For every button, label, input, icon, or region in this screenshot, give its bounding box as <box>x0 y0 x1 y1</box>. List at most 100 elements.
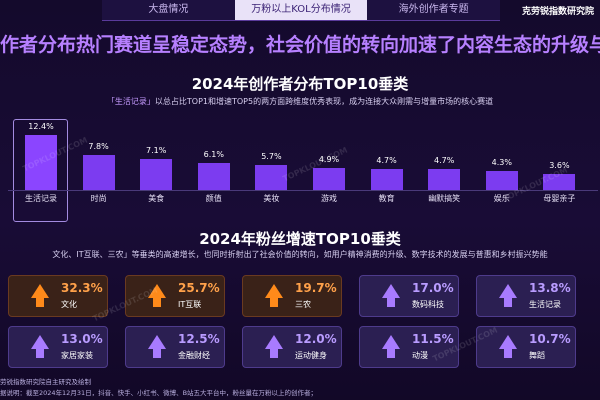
footer-source: 劳锐指数研究院自主研究及绘制 <box>0 378 91 386</box>
growth-card: 12.5% 金融财经 <box>125 326 225 368</box>
arrow-up-icon-stem <box>387 297 395 307</box>
arrow-up-icon-stem <box>387 348 395 358</box>
subtitle-text: 以总占比TOP1和增速TOP5的两方面跨维度优秀表现，成为连接大众刚需与增量市场… <box>154 97 494 106</box>
growth-category: 金融财经 <box>178 351 210 360</box>
growth-card: 13.8% 生活记录 <box>476 275 576 317</box>
growth-value: 17.0% <box>412 281 454 295</box>
arrow-up-icon-stem <box>270 297 278 307</box>
growth-value: 13.8% <box>529 281 571 295</box>
growth-card: 10.7% 舞蹈 <box>476 326 576 368</box>
arrow-up-icon-stem <box>504 297 512 307</box>
growth-category: 动漫 <box>412 351 428 360</box>
bar <box>197 162 230 190</box>
growth-value: 13.0% <box>61 332 103 346</box>
bar-value-label: 7.8% <box>88 142 109 152</box>
growth-value: 19.7% <box>295 281 337 295</box>
growth-card: 19.7% 三农 <box>242 275 342 317</box>
arrow-up-icon-stem <box>504 348 512 358</box>
bar-value-label: 4.7% <box>376 156 397 166</box>
arrow-up-icon <box>265 284 283 298</box>
growth-card: 17.0% 数码科技 <box>359 275 459 317</box>
growth-value: 25.7% <box>178 281 220 295</box>
growth-value: 11.5% <box>412 332 454 346</box>
arrow-up-icon <box>148 335 166 349</box>
arrow-up-icon <box>265 335 283 349</box>
bar-column: 12.4% 生活记录 <box>25 110 57 220</box>
bar <box>370 169 403 190</box>
arrow-up-icon <box>499 335 517 349</box>
arrow-up-icon-stem <box>36 348 44 358</box>
bar-value-label: 4.7% <box>434 156 455 166</box>
bar-column: 4.7% 教育 <box>370 110 403 220</box>
growth-card: 32.3% 文化 <box>8 275 108 317</box>
growth-category: 运动健身 <box>295 351 327 360</box>
top-tab-bar: 大盘情况 万粉以上KOL分布情况 海外创作者专题 <box>102 0 500 21</box>
bar-category-label: 幽默搞笑 <box>428 194 461 203</box>
bar-category-label: 教育 <box>378 194 395 203</box>
bar <box>485 170 518 190</box>
growth-value: 10.7% <box>529 332 571 346</box>
highlight-box <box>13 119 68 222</box>
bar-column: 5.7% 美妆 <box>255 110 288 220</box>
bar-category-label: 颜值 <box>205 194 222 203</box>
growth-category: 三农 <box>295 300 311 309</box>
creator-distribution-bar-chart: 12.4% 生活记录 7.8% 时尚 7.1% 美食 6.1% 颜值 5.7% 美妆 4.9% 游戏 4… <box>0 110 600 222</box>
footer-note: 据说明：截至2024年12月31日，抖音、快手、小红书、微博、B站五大平台中，粉… <box>0 389 318 397</box>
arrow-up-icon-stem <box>153 297 161 307</box>
bar-column: 3.6% 母婴亲子 <box>543 110 576 220</box>
bar <box>543 174 576 190</box>
bar-value-label: 7.1% <box>146 145 167 155</box>
page-headline: 作者分布热门赛道呈稳定态势，社会价值的转向加速了内容生态的升级与重构 <box>0 34 600 56</box>
tab-overseas-creators[interactable]: 海外创作者专题 <box>398 4 469 15</box>
growth-card: 12.0% 运动健身 <box>242 326 342 368</box>
tab-market-overview[interactable]: 大盘情况 <box>148 4 189 15</box>
section2-title: 2024年粉丝增速TOP10垂类 <box>199 230 401 248</box>
bar-category-label: 美食 <box>148 194 165 203</box>
bar-value-label: 5.7% <box>261 151 282 161</box>
growth-card: 25.7% IT互联 <box>125 275 225 317</box>
bar <box>82 155 115 190</box>
section1-title: 2024年创作者分布TOP10垂类 <box>191 75 409 93</box>
arrow-up-icon <box>31 284 49 298</box>
arrow-up-icon <box>148 284 166 298</box>
bar-category-label: 时尚 <box>90 194 107 203</box>
chart-baseline <box>8 190 598 191</box>
bar-column: 4.7% 幽默搞笑 <box>428 110 461 220</box>
bar <box>313 168 345 190</box>
growth-card: 13.0% 家居家装 <box>8 326 108 368</box>
tab-kol-distribution[interactable]: 万粉以上KOL分布情况 <box>234 0 368 20</box>
arrow-up-icon-stem <box>270 348 278 358</box>
bar-category-label: 母婴亲子 <box>543 194 576 203</box>
arrow-up-icon <box>382 284 400 298</box>
growth-category: IT互联 <box>178 300 202 309</box>
section2-subtitle: 文化、IT互联、三农」等垂类的高速增长，也同时折射出了社会价值的转向，如用户精神… <box>52 250 548 259</box>
bar-value-label: 12.4% <box>28 122 54 131</box>
growth-value: 12.5% <box>178 332 220 346</box>
bar-category-label: 生活记录 <box>25 194 57 203</box>
growth-category: 生活记录 <box>529 300 561 309</box>
bar-column: 4.9% 游戏 <box>313 110 345 220</box>
growth-cards-grid: 32.3% 文化 25.7% IT互联 19.7% 三农 17.0% 数码科技 13.8% 生活记… <box>0 273 600 373</box>
bar-column: 4.3% 娱乐 <box>485 110 518 220</box>
growth-card: 11.5% 动漫 <box>359 326 459 368</box>
growth-category: 数码科技 <box>412 300 444 309</box>
arrow-up-icon <box>31 335 49 349</box>
bar <box>140 158 173 190</box>
bar-category-label: 美妆 <box>263 194 280 203</box>
arrow-up-icon-stem <box>153 348 161 358</box>
section1-subtitle: 「生活记录」以总占比TOP1和增速TOP5的两方面跨维度优秀表现，成为连接大众刚… <box>0 96 600 107</box>
bar-value-label: 4.3% <box>491 157 512 167</box>
bar <box>255 164 288 190</box>
bar-column: 7.1% 美食 <box>140 110 173 220</box>
bar <box>428 169 461 190</box>
subtitle-highlight: 「生活记录」 <box>106 97 155 106</box>
growth-value: 32.3% <box>61 281 103 295</box>
arrow-up-icon <box>382 335 400 349</box>
bar <box>25 135 57 190</box>
brand-label: 克劳锐指数研究院 <box>521 7 594 17</box>
arrow-up-icon <box>499 284 517 298</box>
growth-value: 12.0% <box>295 332 337 346</box>
bar-value-label: 3.6% <box>549 161 570 171</box>
bar-value-label: 6.1% <box>203 149 224 159</box>
bar-value-label: 4.9% <box>318 155 340 165</box>
